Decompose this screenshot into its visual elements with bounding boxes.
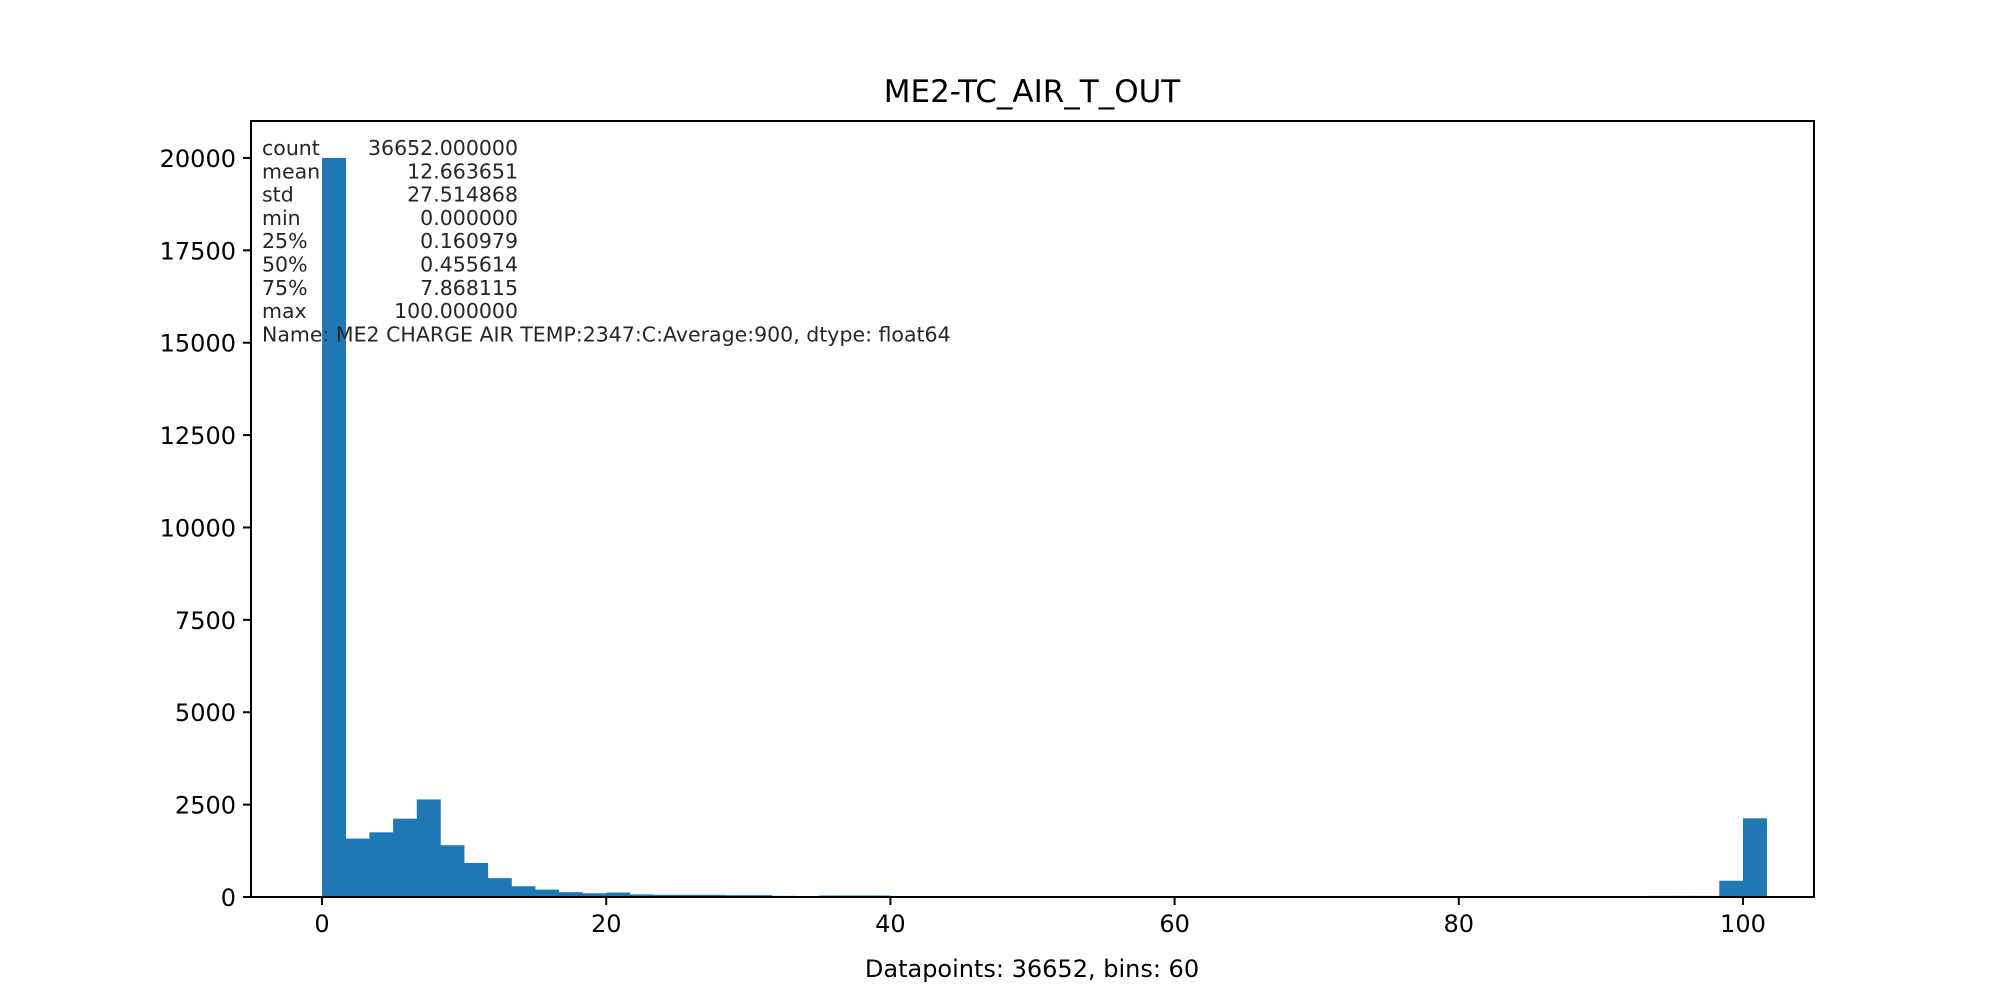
histogram-bar: [535, 889, 560, 897]
x-axis-label: Datapoints: 36652, bins: 60: [865, 955, 1199, 983]
y-tick-label: 12500: [160, 422, 236, 450]
stats-key: max: [262, 299, 307, 323]
stats-value: 0.160979: [420, 229, 518, 253]
histogram-bar: [511, 886, 536, 897]
stats-value: 0.000000: [420, 206, 518, 230]
stats-key: 25%: [262, 229, 308, 253]
x-tick-label: 40: [875, 910, 906, 938]
y-tick-label: 5000: [175, 699, 236, 727]
histogram-bar: [369, 832, 394, 897]
histogram-bar: [345, 838, 370, 897]
stats-key: count: [262, 136, 320, 160]
y-axis-ticks: 0 2500 5000 7500 10000 12500 15000 17500 20000: [160, 145, 251, 912]
histogram-bar: [1742, 818, 1767, 897]
histogram-bar: [1719, 880, 1744, 897]
stats-value: 36652.000000: [368, 136, 518, 160]
histogram-bar: [487, 878, 512, 897]
y-tick-label: 10000: [160, 514, 236, 542]
y-tick-label: 15000: [160, 330, 236, 358]
stats-footer: Name: ME2 CHARGE AIR TEMP:2347:C:Average…: [262, 322, 951, 346]
y-tick-label: 0: [221, 884, 236, 912]
stats-value: 0.455614: [420, 253, 518, 277]
histogram-bar: [700, 894, 725, 897]
histogram-bar: [629, 894, 654, 897]
x-axis-ticks: 0 20 40 60 80 100: [314, 897, 1766, 938]
histogram-bar: [606, 892, 631, 897]
stats-value: 12.663651: [407, 159, 518, 183]
stats-key: std: [262, 183, 294, 207]
histogram-bar: [582, 893, 607, 897]
histogram-bar: [464, 863, 489, 897]
histogram-bar: [393, 818, 418, 897]
chart-title: ME2-TC_AIR_T_OUT: [884, 74, 1182, 110]
histogram-bar: [677, 894, 702, 897]
x-tick-label: 80: [1443, 910, 1474, 938]
histogram-bar: [416, 799, 441, 897]
histogram-bar: [440, 845, 465, 897]
y-tick-label: 20000: [160, 145, 236, 173]
stats-value: 100.000000: [394, 299, 518, 323]
stats-value: 27.514868: [407, 183, 518, 207]
stats-key: min: [262, 206, 301, 230]
y-tick-label: 7500: [175, 607, 236, 635]
bars-group: [322, 157, 1767, 897]
histogram-bar: [558, 892, 583, 897]
stats-key: 75%: [262, 276, 308, 300]
x-tick-label: 0: [314, 910, 329, 938]
plot-frame: [250, 120, 1815, 898]
x-tick-label: 100: [1720, 910, 1766, 938]
histogram-bar: [653, 894, 678, 897]
stats-key: 50%: [262, 253, 308, 277]
x-tick-label: 20: [591, 910, 622, 938]
histogram-bar: [322, 157, 347, 897]
summary-stats-box: count 36652.000000 mean 12.663651 std 27.5148…: [262, 136, 951, 346]
y-tick-label: 17500: [160, 237, 236, 265]
y-tick-label: 2500: [175, 792, 236, 820]
x-tick-label: 60: [1159, 910, 1190, 938]
stats-value: 7.868115: [420, 276, 518, 300]
stats-key: mean: [262, 159, 320, 183]
